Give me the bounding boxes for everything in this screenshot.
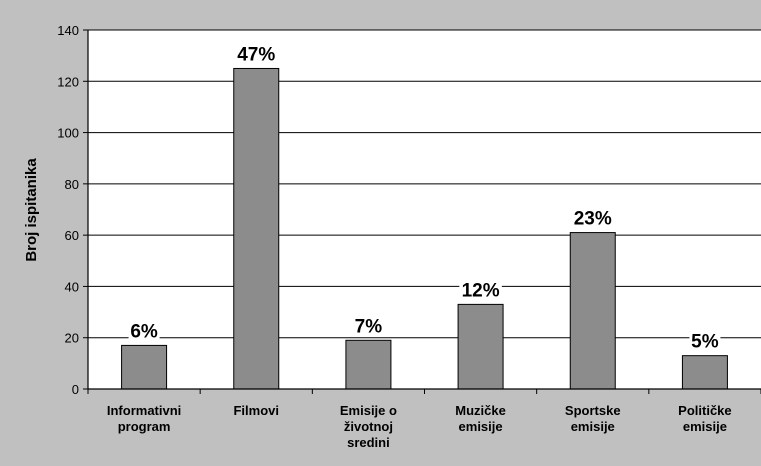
x-tick-label: Političke — [678, 403, 731, 418]
data-label: 6% — [130, 321, 158, 342]
x-tick-label: Informativni — [107, 403, 181, 418]
x-tick-label: sredini — [347, 435, 390, 450]
x-tick-label: emisije — [459, 419, 503, 434]
axes — [83, 29, 761, 394]
data-label: 23% — [574, 209, 612, 230]
gridlines — [88, 29, 761, 339]
data-label: 12% — [462, 280, 500, 301]
data-label: 7% — [355, 316, 383, 337]
x-tick-label: program — [118, 419, 171, 434]
x-tick-label: Filmovi — [233, 403, 279, 418]
x-tick-label: Muzičke — [455, 403, 506, 418]
data-label-background — [128, 319, 160, 342]
x-tick-label: emisije — [571, 419, 615, 434]
x-tick-label: životnoj — [344, 419, 393, 434]
bar — [345, 339, 392, 390]
y-tick-label: 140 — [57, 23, 79, 38]
data-label: 47% — [237, 44, 275, 65]
bar — [681, 355, 728, 390]
x-tick-label: Emisije o — [340, 403, 397, 418]
plot-area — [88, 30, 761, 389]
x-tick-label: Sportske — [565, 403, 621, 418]
y-axis-title: Broj ispitanika — [23, 158, 40, 262]
bar — [569, 232, 616, 390]
y-tick-label: 0 — [72, 382, 79, 397]
data-label: 5% — [691, 332, 719, 353]
y-tick-label: 120 — [57, 74, 79, 89]
data-label-background — [571, 206, 614, 229]
bar — [121, 344, 168, 390]
y-tick-label: 100 — [57, 126, 79, 141]
bar — [233, 67, 280, 390]
data-label-background — [235, 42, 278, 65]
data-label-background — [459, 278, 502, 301]
y-tick-label: 80 — [65, 177, 79, 192]
y-tick-label: 40 — [65, 279, 79, 294]
y-tick-label: 20 — [65, 331, 79, 346]
bar — [457, 303, 504, 390]
data-label-background — [352, 314, 384, 337]
x-tick-label: emisije — [683, 419, 727, 434]
y-tick-label: 60 — [65, 228, 79, 243]
data-label-background — [689, 329, 721, 352]
